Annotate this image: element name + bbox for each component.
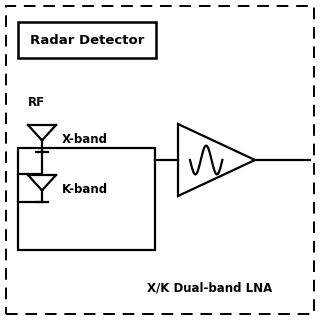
Text: X-band: X-band — [62, 132, 108, 146]
Bar — [18, 22, 156, 58]
Text: X/K Dual-band LNA: X/K Dual-band LNA — [148, 282, 273, 294]
Bar — [18, 148, 155, 250]
Text: RF: RF — [28, 95, 45, 108]
Text: Radar Detector: Radar Detector — [30, 34, 144, 46]
Text: K-band: K-band — [62, 182, 108, 196]
